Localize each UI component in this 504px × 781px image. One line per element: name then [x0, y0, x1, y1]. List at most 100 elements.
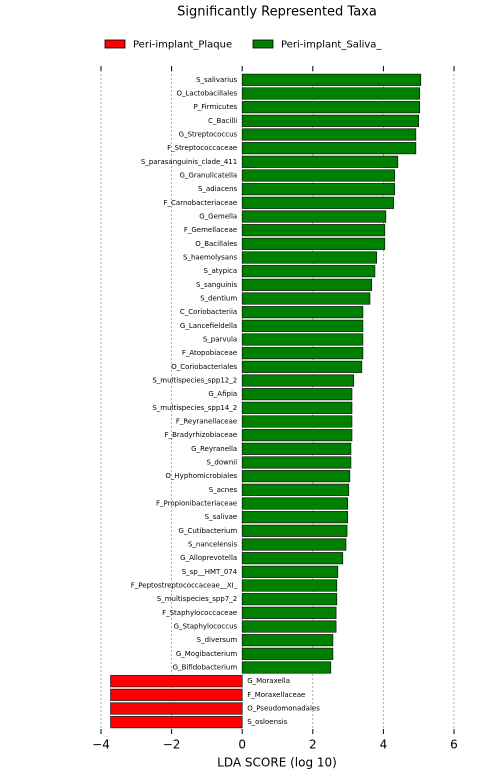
- bar: [241, 319, 364, 332]
- y-tick-label: S_salivarius: [196, 76, 237, 84]
- y-tick-label: F_Bradyrhizobiaceae: [165, 431, 238, 439]
- y-tick-label: G_Moraxella: [247, 677, 290, 685]
- bar: [241, 169, 395, 182]
- bar: [241, 565, 339, 578]
- y-tick-label: G_Alloprevotella: [180, 554, 237, 562]
- y-tick-label: F_Reyranellaceae: [176, 418, 237, 426]
- bar: [241, 552, 344, 565]
- bar: [241, 265, 376, 278]
- bar: [241, 401, 353, 414]
- y-tick-label: G_Reyranella: [191, 445, 237, 453]
- bar: [110, 688, 243, 701]
- x-tick-label: 0: [238, 738, 246, 752]
- y-tick-label: S_haemolysans: [183, 254, 238, 262]
- bar: [241, 524, 348, 537]
- y-tick-label: S_diversum: [197, 636, 238, 644]
- y-tick-label: F_Atopobiaceae: [182, 349, 237, 357]
- x-tick-label: −2: [163, 738, 181, 752]
- x-axis-label: LDA SCORE (log 10): [217, 756, 337, 770]
- y-tick-label: O_Hyphomicrobiales: [165, 472, 237, 480]
- bar: [241, 415, 353, 428]
- bar: [241, 634, 334, 647]
- y-tick-label: S_adiacens: [198, 185, 238, 193]
- legend-swatch: [104, 39, 126, 49]
- y-tick-label: S_osloensis: [247, 718, 287, 726]
- y-tick-label: G_Gemella: [199, 213, 237, 221]
- bar: [241, 224, 386, 237]
- y-tick-label: F_Moraxellaceae: [247, 691, 305, 699]
- y-tick-label: S_salivae: [205, 513, 238, 521]
- bar: [241, 511, 349, 524]
- bar: [241, 388, 353, 401]
- bar: [241, 101, 421, 114]
- y-tick-label: S_dentium: [200, 295, 237, 303]
- bar: [241, 210, 387, 223]
- bar: [241, 606, 337, 619]
- bar: [241, 114, 419, 127]
- y-tick-label: S_multispecies_spp14_2: [152, 404, 237, 412]
- y-tick-label: P_Firmicutes: [194, 103, 238, 111]
- bar: [241, 483, 350, 496]
- bar: [241, 306, 364, 319]
- bar: [241, 429, 353, 442]
- bar: [110, 702, 243, 715]
- y-tick-label: S_acnes: [209, 486, 238, 494]
- y-tick-label: S_parvula: [203, 336, 237, 344]
- legend-label: Peri-implant_Saliva_: [281, 40, 382, 51]
- y-tick-label: F_Gemellaceae: [184, 226, 237, 234]
- bar: [241, 347, 364, 360]
- bar: [241, 292, 371, 305]
- x-tick-label: 2: [309, 738, 317, 752]
- bar: [241, 661, 332, 674]
- y-tick-label: O_Pseudomonadales: [247, 705, 320, 713]
- y-tick-label: F_Staphylococcaceae: [162, 609, 237, 617]
- bar: [241, 73, 422, 86]
- legend-swatch: [252, 39, 274, 49]
- y-tick-label: F_Peptostreptococcaceae__XI_: [131, 582, 238, 590]
- y-tick-label: S_sp__HMT_074: [182, 568, 238, 576]
- x-tick-label: 6: [450, 738, 458, 752]
- bar: [241, 647, 334, 660]
- y-tick-label: O_Bacillales: [195, 240, 237, 248]
- bar: [241, 155, 399, 168]
- chart-title: Significantly Represented Taxa: [177, 5, 377, 20]
- bar: [241, 251, 377, 264]
- y-tick-label: C_Coriobacteriia: [180, 308, 237, 316]
- y-tick-label: G_Staphylococcus: [174, 623, 238, 631]
- bar: [241, 278, 373, 291]
- bar: [241, 196, 394, 209]
- bar: [241, 142, 417, 155]
- y-tick-label: G_Cutibacterium: [179, 527, 238, 535]
- bar: [241, 128, 417, 141]
- y-tick-label: S_sanguinis: [196, 281, 238, 289]
- legend-label: Peri-implant_Plaque: [133, 40, 232, 51]
- y-tick-label: F_Propionibacteriaceae: [156, 500, 237, 508]
- bar: [241, 497, 349, 510]
- y-tick-label: O_Lactobacillales: [177, 90, 238, 98]
- y-tick-label: S_downii: [206, 459, 237, 467]
- bar: [241, 374, 355, 387]
- y-tick-label: S_multispecies_spp7_2: [157, 595, 237, 603]
- y-tick-label: S_nancelensis: [188, 541, 238, 549]
- bar: [241, 538, 347, 551]
- y-tick-label: F_Carnobacteriaceae: [164, 199, 238, 207]
- y-tick-label: S_atypica: [204, 267, 238, 275]
- y-tick-label: G_Streptococcus: [179, 131, 238, 139]
- bar: [241, 579, 338, 592]
- y-tick-label: G_Afipia: [208, 390, 237, 398]
- y-tick-label: O_Coriobacteriales: [171, 363, 237, 371]
- y-tick-label: G_Granulicatella: [180, 172, 238, 180]
- bar: [241, 470, 351, 483]
- bar: [241, 183, 395, 196]
- bar: [241, 456, 352, 469]
- bar: [241, 593, 338, 606]
- x-tick-label: 4: [380, 738, 388, 752]
- y-tick-label: G_Lancefieldella: [180, 322, 237, 330]
- y-tick-label: S_parasanguinis_clade_411: [141, 158, 237, 166]
- y-tick-label: C_Bacilli: [208, 117, 237, 125]
- y-tick-label: F_Streptococcaceae: [167, 144, 237, 152]
- y-tick-label: S_multispecies_spp12_2: [152, 377, 237, 385]
- bar: [110, 675, 243, 688]
- bar: [241, 360, 363, 373]
